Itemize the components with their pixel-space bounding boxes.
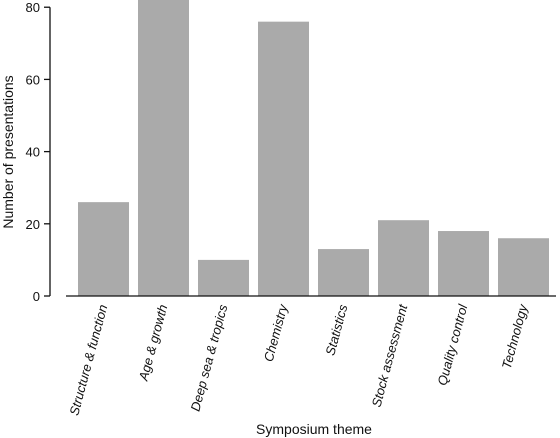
x-category-label: Statistics (322, 302, 350, 357)
x-category-label: Structure & function (66, 303, 110, 417)
bar (198, 259, 249, 296)
bar (438, 231, 489, 296)
x-category-label: Stock assessment (369, 302, 411, 409)
bar (318, 249, 369, 296)
y-ticks-group: 0 20 40 60 80 (26, 0, 50, 304)
y-tick-label: 80 (26, 0, 40, 15)
x-category-label: Age & growth (135, 303, 170, 383)
x-category-label: Quality control (434, 302, 470, 387)
bar (378, 220, 429, 296)
y-tick-label: 40 (26, 145, 40, 160)
bars-group (78, 0, 549, 296)
bar (78, 202, 129, 296)
y-tick-label: 20 (26, 217, 40, 232)
bar (498, 238, 549, 296)
bar (258, 21, 309, 296)
y-tick-label: 60 (26, 72, 40, 87)
x-category-label: Chemistry (261, 301, 291, 363)
x-axis-title: Symposium theme (256, 421, 372, 437)
y-axis-title: Number of presentations (0, 75, 16, 228)
x-category-label: Technology (499, 301, 531, 370)
bar (138, 0, 189, 296)
x-labels-group: Structure & function Age & growth Deep sea… (66, 301, 530, 417)
x-category-label: Deep sea & tropics (187, 302, 230, 412)
y-tick-label: 0 (33, 289, 40, 304)
